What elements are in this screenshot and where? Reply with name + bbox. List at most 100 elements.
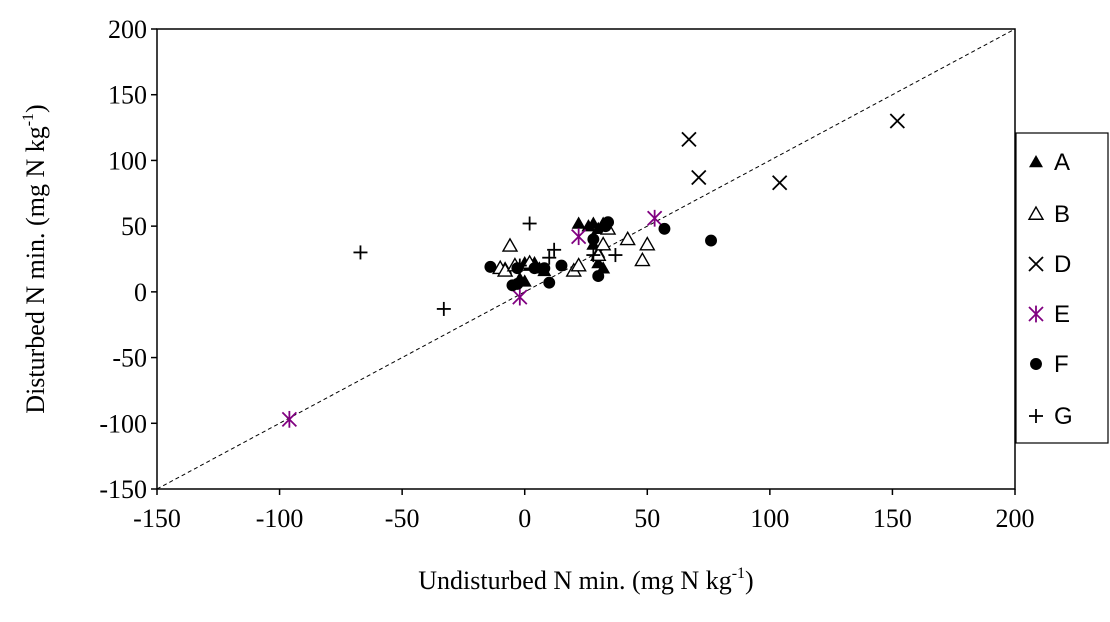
- marker-shape: [1030, 358, 1042, 370]
- data-point-f: [511, 262, 524, 275]
- marker-shape: [705, 234, 717, 247]
- y-tick-label: -50: [112, 344, 147, 373]
- y-tick-labels: 200 150 100 50 0 -50 -100 -150: [99, 15, 147, 504]
- x-tick-label: 150: [873, 504, 912, 533]
- data-point-f: [538, 262, 551, 275]
- marker-stroke: [889, 113, 905, 129]
- data-point-f: [658, 222, 671, 235]
- legend-symbol-a: [1029, 155, 1043, 168]
- data-point-f: [528, 262, 541, 275]
- marker-shape: [1027, 205, 1045, 220]
- data-point-b: [619, 230, 636, 246]
- data-point-f: [705, 234, 717, 247]
- data-point-e: [647, 209, 663, 227]
- legend-symbols: [1027, 155, 1045, 423]
- y-tick-label: -100: [99, 409, 147, 438]
- marker-shape: [587, 233, 600, 246]
- legend-symbol-f: [1030, 358, 1042, 370]
- x-tick-label: -150: [133, 504, 181, 533]
- legend-label-f: F: [1054, 351, 1069, 378]
- data-point-g: [547, 242, 562, 257]
- data-point-d: [691, 169, 707, 186]
- data-point-f: [587, 233, 600, 246]
- legend-box: [1015, 132, 1109, 444]
- legend-label-d: D: [1054, 251, 1071, 278]
- marker-shape: [571, 216, 586, 229]
- marker-shape: [511, 278, 524, 290]
- y-tick-label: 0: [134, 278, 147, 307]
- x-tick-label: 0: [518, 504, 531, 533]
- data-point-b: [501, 237, 519, 252]
- data-point-a: [591, 221, 606, 235]
- data-point-d: [772, 175, 788, 191]
- data-point-d: [681, 131, 697, 148]
- y-axis-title: Disturbed N min. (mg N kg-1): [20, 104, 50, 413]
- data-point-g: [586, 248, 601, 263]
- x-tick-label: -50: [385, 504, 420, 533]
- data-point-f: [511, 278, 524, 290]
- marker-shape: [555, 259, 568, 272]
- legend-label-b: B: [1054, 201, 1070, 228]
- data-point-g: [608, 248, 623, 263]
- data-point-g: [522, 216, 537, 231]
- legend-label-a: A: [1054, 149, 1070, 176]
- marker-shape: [592, 270, 605, 283]
- marker-shape: [501, 237, 519, 252]
- y-tick-label: 200: [108, 15, 147, 44]
- x-tick-label: 100: [750, 504, 789, 533]
- marker-shape: [619, 230, 636, 246]
- marker-shape: [602, 216, 615, 229]
- legend: A B D E F G: [1015, 132, 1109, 444]
- marker-stroke: [772, 175, 788, 191]
- marker-shape: [658, 222, 671, 235]
- marker-shape: [1029, 155, 1043, 168]
- x-tick-label: 200: [996, 504, 1035, 533]
- one-to-one-reference-line: [157, 29, 1015, 489]
- legend-label-g: G: [1054, 403, 1073, 430]
- marker-shape: [570, 257, 587, 272]
- marker-stroke: [681, 131, 697, 148]
- marker-shape: [591, 221, 606, 235]
- data-point-g: [542, 250, 557, 265]
- marker-shape: [528, 262, 541, 275]
- y-axis-title-superscript: -1: [20, 113, 37, 126]
- y-tick-label: 100: [108, 146, 147, 175]
- x-tick-label: 50: [634, 504, 660, 533]
- x-tick-labels: -150 -100 -50 0 50 100 150 200: [133, 504, 1034, 533]
- marker-shape: [543, 276, 556, 289]
- legend-symbol-g: [1029, 409, 1043, 423]
- data-point-g: [512, 258, 527, 273]
- data-point-g: [353, 245, 368, 260]
- data-point-d: [889, 113, 905, 129]
- x-axis-title: Undisturbed N min. (mg N kg-1): [418, 565, 753, 595]
- data-point-g: [436, 301, 451, 316]
- x-tick-label: -100: [256, 504, 304, 533]
- marker-shape: [538, 262, 551, 275]
- x-axis-title-main: Undisturbed N min. (mg N kg: [418, 566, 731, 595]
- data-point-e: [571, 228, 587, 246]
- y-tick-label: -150: [99, 475, 147, 504]
- data-points: [281, 113, 905, 428]
- data-point-f: [592, 270, 605, 283]
- y-axis-title-main: Disturbed N min. (mg N kg: [21, 126, 50, 413]
- data-point-b: [570, 257, 587, 272]
- x-axis-title-superscript: -1: [732, 565, 745, 582]
- marker-stroke: [1028, 256, 1044, 272]
- marker-shape: [639, 236, 656, 251]
- legend-symbol-d: [1028, 256, 1044, 272]
- data-point-f: [543, 276, 556, 289]
- data-point-b: [634, 251, 651, 267]
- marker-shape: [484, 260, 497, 273]
- data-point-f: [555, 259, 568, 272]
- data-point-f: [602, 216, 615, 229]
- data-point-e: [281, 410, 298, 428]
- y-tick-label: 50: [121, 212, 147, 241]
- data-point-a: [571, 216, 586, 229]
- marker-shape: [594, 236, 612, 251]
- marker-shape: [511, 262, 524, 275]
- legend-symbol-e: [1028, 305, 1044, 323]
- y-tick-label: 150: [108, 81, 147, 110]
- data-point-e: [512, 288, 528, 306]
- data-point-b: [594, 236, 612, 251]
